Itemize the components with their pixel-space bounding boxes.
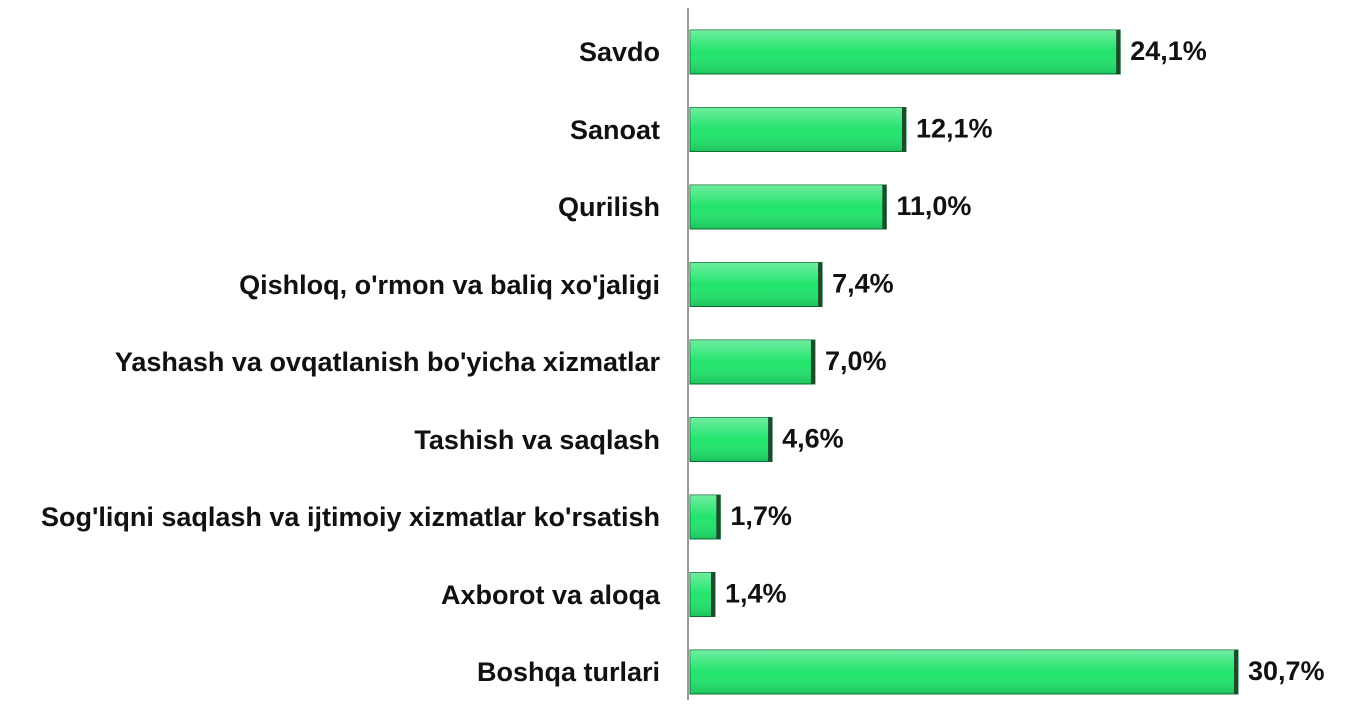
value-label: 7,0% [825, 346, 887, 376]
value-label: 12,1% [916, 114, 993, 144]
bar-shade [690, 650, 1238, 694]
value-label: 1,4% [725, 579, 787, 609]
category-label: Sanoat [569, 114, 660, 145]
bar-edge [710, 572, 715, 617]
bar-edge [901, 107, 906, 152]
category-label: Axborot va aloqa [440, 579, 660, 610]
bar-edge [1116, 30, 1121, 74]
value-label: 30,7% [1248, 656, 1325, 686]
bar-shade [690, 262, 823, 307]
bar-shade [690, 572, 715, 617]
bar-edge [768, 417, 773, 462]
category-label: Qishloq, o'rmon va baliq xo'jaligi [239, 269, 660, 300]
bar-shade [690, 107, 906, 152]
bar-edge [716, 495, 721, 539]
value-label: 24,1% [1130, 36, 1207, 66]
bar-edge [1234, 650, 1238, 694]
category-label: Sog'liqni saqlash va ijtimoiy xizmatlar … [40, 502, 660, 532]
value-label: 7,4% [832, 269, 894, 299]
value-label: 11,0% [896, 191, 971, 221]
value-label: 4,6% [782, 424, 844, 454]
value-label: 1,7% [730, 501, 792, 531]
category-label: Yashash va ovqatlanish bo'yicha xizmatla… [114, 347, 660, 377]
bar-shade [690, 185, 887, 229]
bar-edge [818, 262, 823, 307]
bar-shade [690, 30, 1121, 74]
category-label: Qurilish [557, 192, 660, 222]
category-label: Boshqa turlari [476, 657, 660, 687]
bar-edge [810, 340, 815, 384]
bar-shade [690, 340, 815, 384]
category-label: Tashish va saqlash [414, 424, 660, 455]
bar-shade [690, 495, 721, 539]
bar-shade [690, 417, 773, 462]
bar-edge [882, 185, 887, 229]
category-label: Savdo [578, 37, 660, 67]
